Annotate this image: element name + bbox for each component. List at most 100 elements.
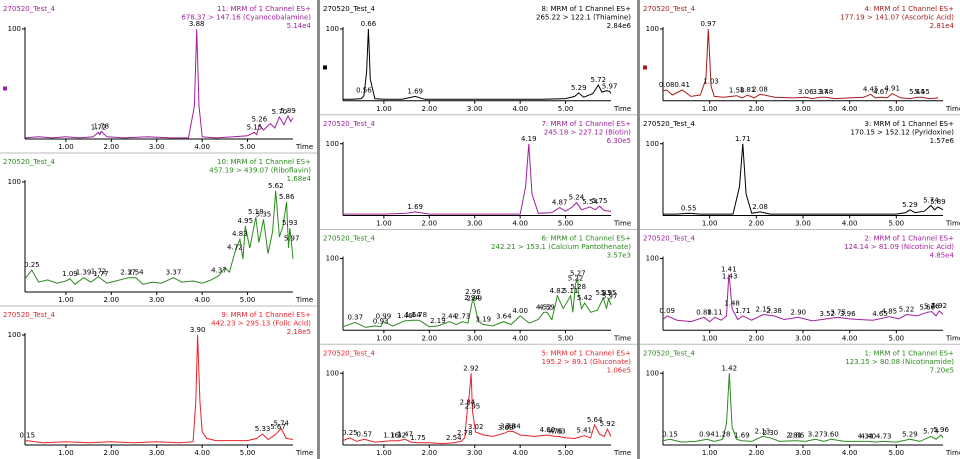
sample-name: 270520_Test_4 <box>3 158 56 166</box>
trace-title: 1: MRM of 1 Channel ES+ <box>864 349 954 357</box>
x-axis-label: Time <box>613 105 631 113</box>
peak-label: 5.64 <box>587 416 603 424</box>
trace <box>662 373 944 443</box>
x-tick-label: 5.00 <box>240 143 256 151</box>
peak-label: 0.57 <box>357 430 373 438</box>
peak-label: 1.28 <box>715 430 731 438</box>
peak-label: 2.37 <box>120 269 136 277</box>
peak-label: 5.83 <box>595 289 611 297</box>
x-tick-label: 4.00 <box>842 449 858 457</box>
sample-name: 270520_Test_4 <box>643 120 696 128</box>
x-tick-label: 3.00 <box>467 334 483 342</box>
trace <box>24 28 294 139</box>
peak-label: 1.16 <box>383 432 399 440</box>
x-tick-label: 3.00 <box>467 449 483 457</box>
peak-label: 5.74 <box>923 196 939 204</box>
peak-label: 3.96 <box>840 310 856 318</box>
peak-label: 0.99 <box>376 313 392 321</box>
peak-label: 1.03 <box>703 77 719 85</box>
x-tick-label: 4.00 <box>842 220 858 228</box>
sample-name: 270520_Test_4 <box>323 5 376 13</box>
peak-label: 0.55 <box>681 204 697 212</box>
x-tick-label: 5.00 <box>558 220 574 228</box>
peak-label: 1.48 <box>724 300 740 308</box>
peak-label: 3.84 <box>505 422 521 430</box>
peak-label: 2.54 <box>128 269 144 277</box>
intensity: 2.84e6 <box>607 22 632 30</box>
peak-label: 5.97 <box>602 82 618 90</box>
intensity: 2.81e4 <box>930 22 955 30</box>
peak-label: 4.72 <box>227 243 243 251</box>
peak-label: 1.78 <box>94 122 110 130</box>
peak-label: 0.56 <box>356 87 372 95</box>
trace-marker <box>3 86 7 91</box>
peak-label: 1.58 <box>729 87 745 95</box>
peak-label: 2.99 <box>466 295 482 303</box>
peak-label: 1.39 <box>76 269 92 277</box>
x-axis-label: Time <box>295 449 313 457</box>
peak-label: 3.48 <box>818 88 834 96</box>
peak-label: 5.97 <box>602 293 618 301</box>
peak-label: 0.66 <box>361 20 377 28</box>
peak-label: 4.40 <box>861 432 877 440</box>
x-tick-label: 4.00 <box>512 220 528 228</box>
x-tick-label: 5.00 <box>240 296 256 304</box>
x-tick-label: 1.00 <box>702 220 718 228</box>
trace-title: 7: MRM of 1 Channel ES+ <box>541 120 631 128</box>
peak-label: 4.82 <box>550 287 566 295</box>
peak-label: 2.78 <box>457 429 473 437</box>
peak-label: 5.24 <box>569 194 585 202</box>
peak-label: 4.87 <box>552 199 568 207</box>
trace <box>24 334 294 444</box>
peak-label: 1.72 <box>91 123 107 131</box>
trace-subtitle: 245.18 > 227.12 (Biotin) <box>544 128 631 136</box>
y-tick-label: 100 <box>646 25 659 33</box>
peak-label: 4.59 <box>539 303 555 311</box>
intensity: 7.20e5 <box>930 366 954 374</box>
peak-label: 3.37 <box>166 269 182 277</box>
peak-label: 2.84 <box>460 399 476 407</box>
x-tick-label: 2.00 <box>104 449 120 457</box>
peak-label: 5.70 <box>272 108 288 116</box>
peak-label: 2.92 <box>463 364 479 372</box>
peak-label: 1.69 <box>407 87 423 95</box>
x-tick-label: 1.00 <box>58 449 74 457</box>
peak-label: 3.68 <box>498 424 514 432</box>
x-tick-label: 2.00 <box>749 449 765 457</box>
x-axis-label: Time <box>945 334 960 342</box>
x-tick-label: 3.00 <box>795 220 811 228</box>
x-tick-label: 3.00 <box>795 334 811 342</box>
peak-label: 5.44 <box>909 88 925 96</box>
trace-subtitle: 442.23 > 295.13 (Folic Acid) <box>211 320 311 328</box>
peak-label: 5.96 <box>933 426 949 434</box>
x-tick-label: 4.00 <box>842 334 858 342</box>
peak-label: 2.94 <box>464 294 480 302</box>
trace-subtitle: 242.21 > 153.1 (Calcium Pantothenate) <box>491 243 631 251</box>
sample-name: 270520_Test_4 <box>323 235 376 243</box>
trace-subtitle: 678.37 > 147.16 (Cyanocobalamine) <box>181 14 311 22</box>
trace-title: 3: MRM of 1 Channel ES+ <box>864 120 954 128</box>
trace <box>662 274 944 323</box>
x-tick-label: 5.00 <box>558 449 574 457</box>
trace-subtitle: 124.14 > 81.09 (Nicotinic Acid) <box>844 243 954 251</box>
peak-label: 3.73 <box>500 422 516 430</box>
trace-title: 2: MRM of 1 Channel ES+ <box>864 235 954 243</box>
trace <box>343 143 612 215</box>
peak-label: 5.55 <box>914 88 930 96</box>
peak-label: 1.71 <box>735 307 751 315</box>
intensity: 5.14e4 <box>287 22 312 30</box>
x-tick-label: 4.00 <box>842 105 858 113</box>
trace <box>342 278 612 328</box>
peak-label: 3.06 <box>798 88 814 96</box>
peak-label: 1.47 <box>397 430 413 438</box>
peak-label: 2.86 <box>789 432 805 440</box>
y-tick-label: 100 <box>326 255 339 263</box>
peak-label: 2.96 <box>465 288 481 296</box>
peak-label: 5.89 <box>930 198 946 206</box>
peak-label: 4.85 <box>882 308 898 316</box>
peak-label: 1.77 <box>93 270 109 278</box>
peak-label: 4.52 <box>536 303 552 311</box>
peak-label: 1.81 <box>740 86 756 94</box>
trace <box>24 190 294 285</box>
